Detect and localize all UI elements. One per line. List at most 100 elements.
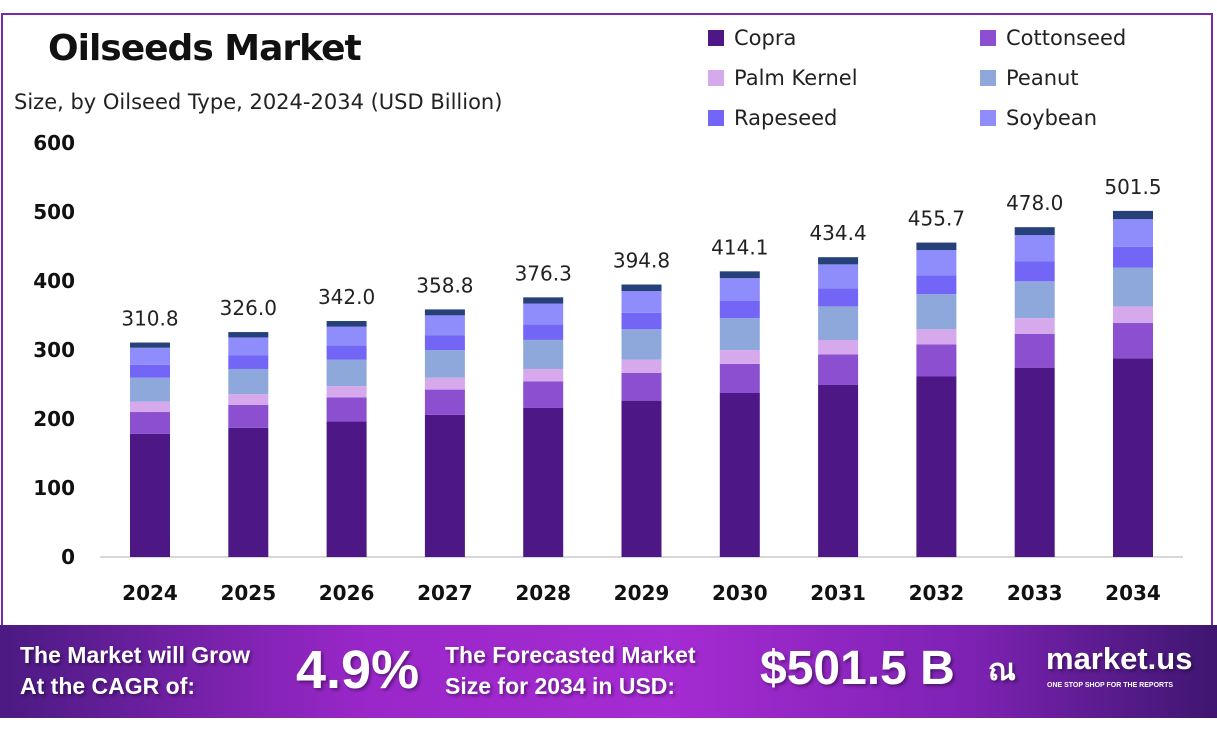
bar-segment-cottonseed: [1113, 323, 1153, 359]
bar-segment-soybean: [228, 337, 269, 356]
bar-segment-cottonseed: [228, 404, 269, 428]
bar-segment-peanut: [1014, 281, 1055, 319]
total-data-label: 394.8: [613, 249, 670, 273]
legend-label: Copra: [734, 25, 797, 50]
bar-segment-peanut: [1113, 267, 1153, 307]
bar-segment-soybean: [818, 264, 859, 289]
bar-segment-rapeseed: [1113, 246, 1153, 268]
bar-segment-soybean: [326, 326, 367, 346]
total-data-label: 501.5: [1104, 175, 1161, 199]
chart-title: Oilseeds Market: [48, 28, 362, 69]
forecast-value: $501.5 B: [760, 642, 955, 695]
bar-segment-peanut: [916, 294, 957, 330]
bar-segment-copra: [326, 421, 367, 557]
logo-icon: ณ: [988, 654, 1016, 687]
bar-segment-palm-kernel: [1113, 306, 1153, 324]
total-data-label: 358.8: [416, 273, 473, 297]
bar-segment-other: [523, 297, 564, 304]
total-data-label: 376.3: [515, 261, 572, 285]
bar-segment-palm-kernel: [523, 368, 564, 382]
bar-segment-peanut: [130, 377, 170, 402]
bar-segment-peanut: [228, 368, 269, 395]
legend-label: Peanut: [1006, 65, 1079, 90]
y-tick-label: 300: [33, 338, 75, 362]
legend-item: Copra: [708, 24, 980, 51]
bar-segment-cottonseed: [818, 354, 859, 385]
chart-subtitle: Size, by Oilseed Type, 2024-2034 (USD Bi…: [14, 90, 503, 114]
total-data-label: 455.7: [908, 207, 965, 231]
legend-label: Palm Kernel: [734, 65, 858, 90]
bar-segment-rapeseed: [228, 355, 269, 369]
x-tick-label: 2030: [712, 581, 768, 605]
legend-item: Palm Kernel: [708, 64, 980, 91]
legend: Copra Cottonseed Palm Kernel Peanut Rapeseed…: [708, 24, 1188, 131]
bar-segment-palm-kernel: [424, 377, 465, 390]
bar-segment-rapeseed: [326, 345, 367, 360]
bar-segment-other: [621, 284, 662, 292]
bar-segment-palm-kernel: [130, 401, 170, 413]
brand-tagline: ONE STOP SHOP FOR THE REPORTS: [1047, 682, 1174, 689]
bar-segment-soybean: [621, 291, 662, 313]
x-tick-label: 2034: [1105, 581, 1161, 605]
stacked-bar-chart: 0 100 200 300 400 500 600 310.8 2024 326.0 2025 342…: [33, 131, 1183, 605]
brand-logo-text: market.us: [1046, 641, 1193, 676]
bar-segment-palm-kernel: [228, 394, 269, 405]
x-tick-label: 2024: [122, 581, 178, 605]
bar-segment-cottonseed: [621, 372, 662, 401]
cagr-label-line1: The Market will Grow: [20, 642, 251, 668]
bar-segment-rapeseed: [424, 335, 465, 350]
legend-item: Peanut: [980, 64, 1180, 91]
bar-segment-copra: [228, 427, 269, 557]
bar-segment-other: [130, 342, 170, 348]
bar-segment-rapeseed: [916, 275, 957, 295]
bar-segment-peanut: [621, 329, 662, 360]
bar-segment-peanut: [818, 306, 859, 340]
bar-segment-peanut: [719, 318, 760, 351]
bar-segment-other: [424, 309, 465, 316]
bar-segment-copra: [424, 414, 465, 557]
bar-segment-cottonseed: [130, 412, 170, 434]
bar-segment-cottonseed: [326, 397, 367, 422]
bar-segment-copra: [1113, 358, 1153, 557]
total-data-label: 310.8: [121, 307, 178, 331]
bar-segment-cottonseed: [719, 363, 760, 393]
bar-segment-soybean: [130, 347, 170, 365]
cagr-label-line2: At the CAGR of:: [20, 673, 196, 699]
summary-banner: The Market will Grow At the CAGR of: 4.9…: [0, 625, 1217, 718]
y-tick-label: 600: [33, 131, 75, 155]
legend-label: Cottonseed: [1006, 25, 1127, 50]
bar-segment-rapeseed: [621, 312, 662, 330]
bar-segment-other: [818, 257, 859, 265]
y-tick-label: 0: [61, 545, 75, 569]
legend-item: Soybean: [980, 104, 1180, 131]
bar-segment-copra: [523, 407, 564, 557]
y-tick-label: 100: [33, 476, 75, 500]
cagr-value: 4.9%: [296, 640, 420, 700]
legend-swatch: [708, 109, 724, 126]
bar-segment-other: [916, 242, 957, 251]
legend-item: Cottonseed: [980, 24, 1180, 51]
bar-segment-copra: [621, 400, 662, 557]
y-tick-label: 400: [33, 269, 75, 293]
total-data-label: 326.0: [220, 296, 277, 320]
bar-segment-rapeseed: [719, 301, 760, 319]
total-data-label: 414.1: [711, 235, 768, 259]
bar-segment-other: [719, 271, 760, 279]
bar-segment-other: [326, 321, 367, 327]
legend-swatch: [980, 69, 996, 86]
x-tick-label: 2033: [1007, 581, 1063, 605]
bar-segment-soybean: [424, 315, 465, 336]
forecast-label-line2: Size for 2034 in USD:: [445, 673, 676, 699]
bar-segment-peanut: [523, 339, 564, 369]
legend-swatch: [708, 69, 724, 86]
bar-segment-rapeseed: [1014, 261, 1055, 282]
bar-segment-other: [1014, 227, 1055, 236]
legend-label: Soybean: [1006, 105, 1098, 130]
x-tick-label: 2032: [909, 581, 965, 605]
bar-segment-rapeseed: [130, 364, 170, 378]
bar-segment-copra: [1014, 367, 1055, 557]
bar-segment-copra: [818, 384, 859, 557]
bar-segment-cottonseed: [916, 344, 957, 377]
bar-segment-copra: [130, 433, 170, 557]
bar-segment-peanut: [326, 359, 367, 387]
